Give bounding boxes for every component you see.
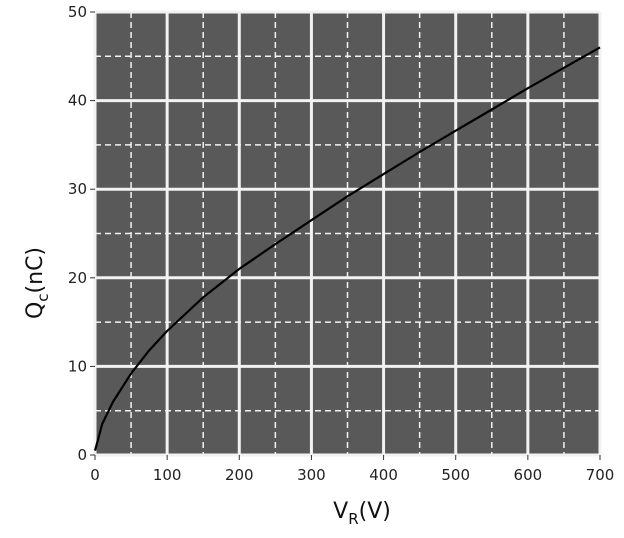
y-axis-title-subscript: c bbox=[34, 293, 52, 301]
x-tick-label: 300 bbox=[297, 466, 326, 484]
x-axis-title-unit: (V) bbox=[359, 499, 391, 524]
y-tick-label: 30 bbox=[68, 180, 87, 198]
axis-ticks: 0 100 200 300 400 500 600 700 0 10 20 30 40 50 bbox=[68, 3, 614, 484]
x-axis-title: VR(V) bbox=[333, 499, 391, 528]
x-tick-label: 100 bbox=[153, 466, 182, 484]
y-tick-label: 10 bbox=[68, 357, 87, 375]
y-tick-label: 40 bbox=[68, 92, 87, 110]
y-tick-label: 0 bbox=[77, 446, 87, 464]
x-tick-label: 400 bbox=[369, 466, 398, 484]
series-line bbox=[93, 46, 601, 451]
x-axis-title-subscript: R bbox=[348, 510, 358, 528]
y-axis-title-main: Q bbox=[23, 302, 48, 319]
x-tick-label: 0 bbox=[90, 466, 100, 484]
x-axis-title-main: V bbox=[333, 499, 348, 524]
y-tick-label: 50 bbox=[68, 3, 87, 21]
y-axis-title-unit: (nC) bbox=[23, 247, 48, 293]
x-tick-label: 700 bbox=[586, 466, 615, 484]
y-axis-title: Qc(nC) bbox=[23, 247, 52, 319]
y-tick-label: 20 bbox=[68, 269, 87, 287]
x-tick-label: 200 bbox=[225, 466, 254, 484]
x-tick-label: 500 bbox=[441, 466, 470, 484]
grid bbox=[93, 10, 602, 457]
x-tick-label: 600 bbox=[514, 466, 543, 484]
